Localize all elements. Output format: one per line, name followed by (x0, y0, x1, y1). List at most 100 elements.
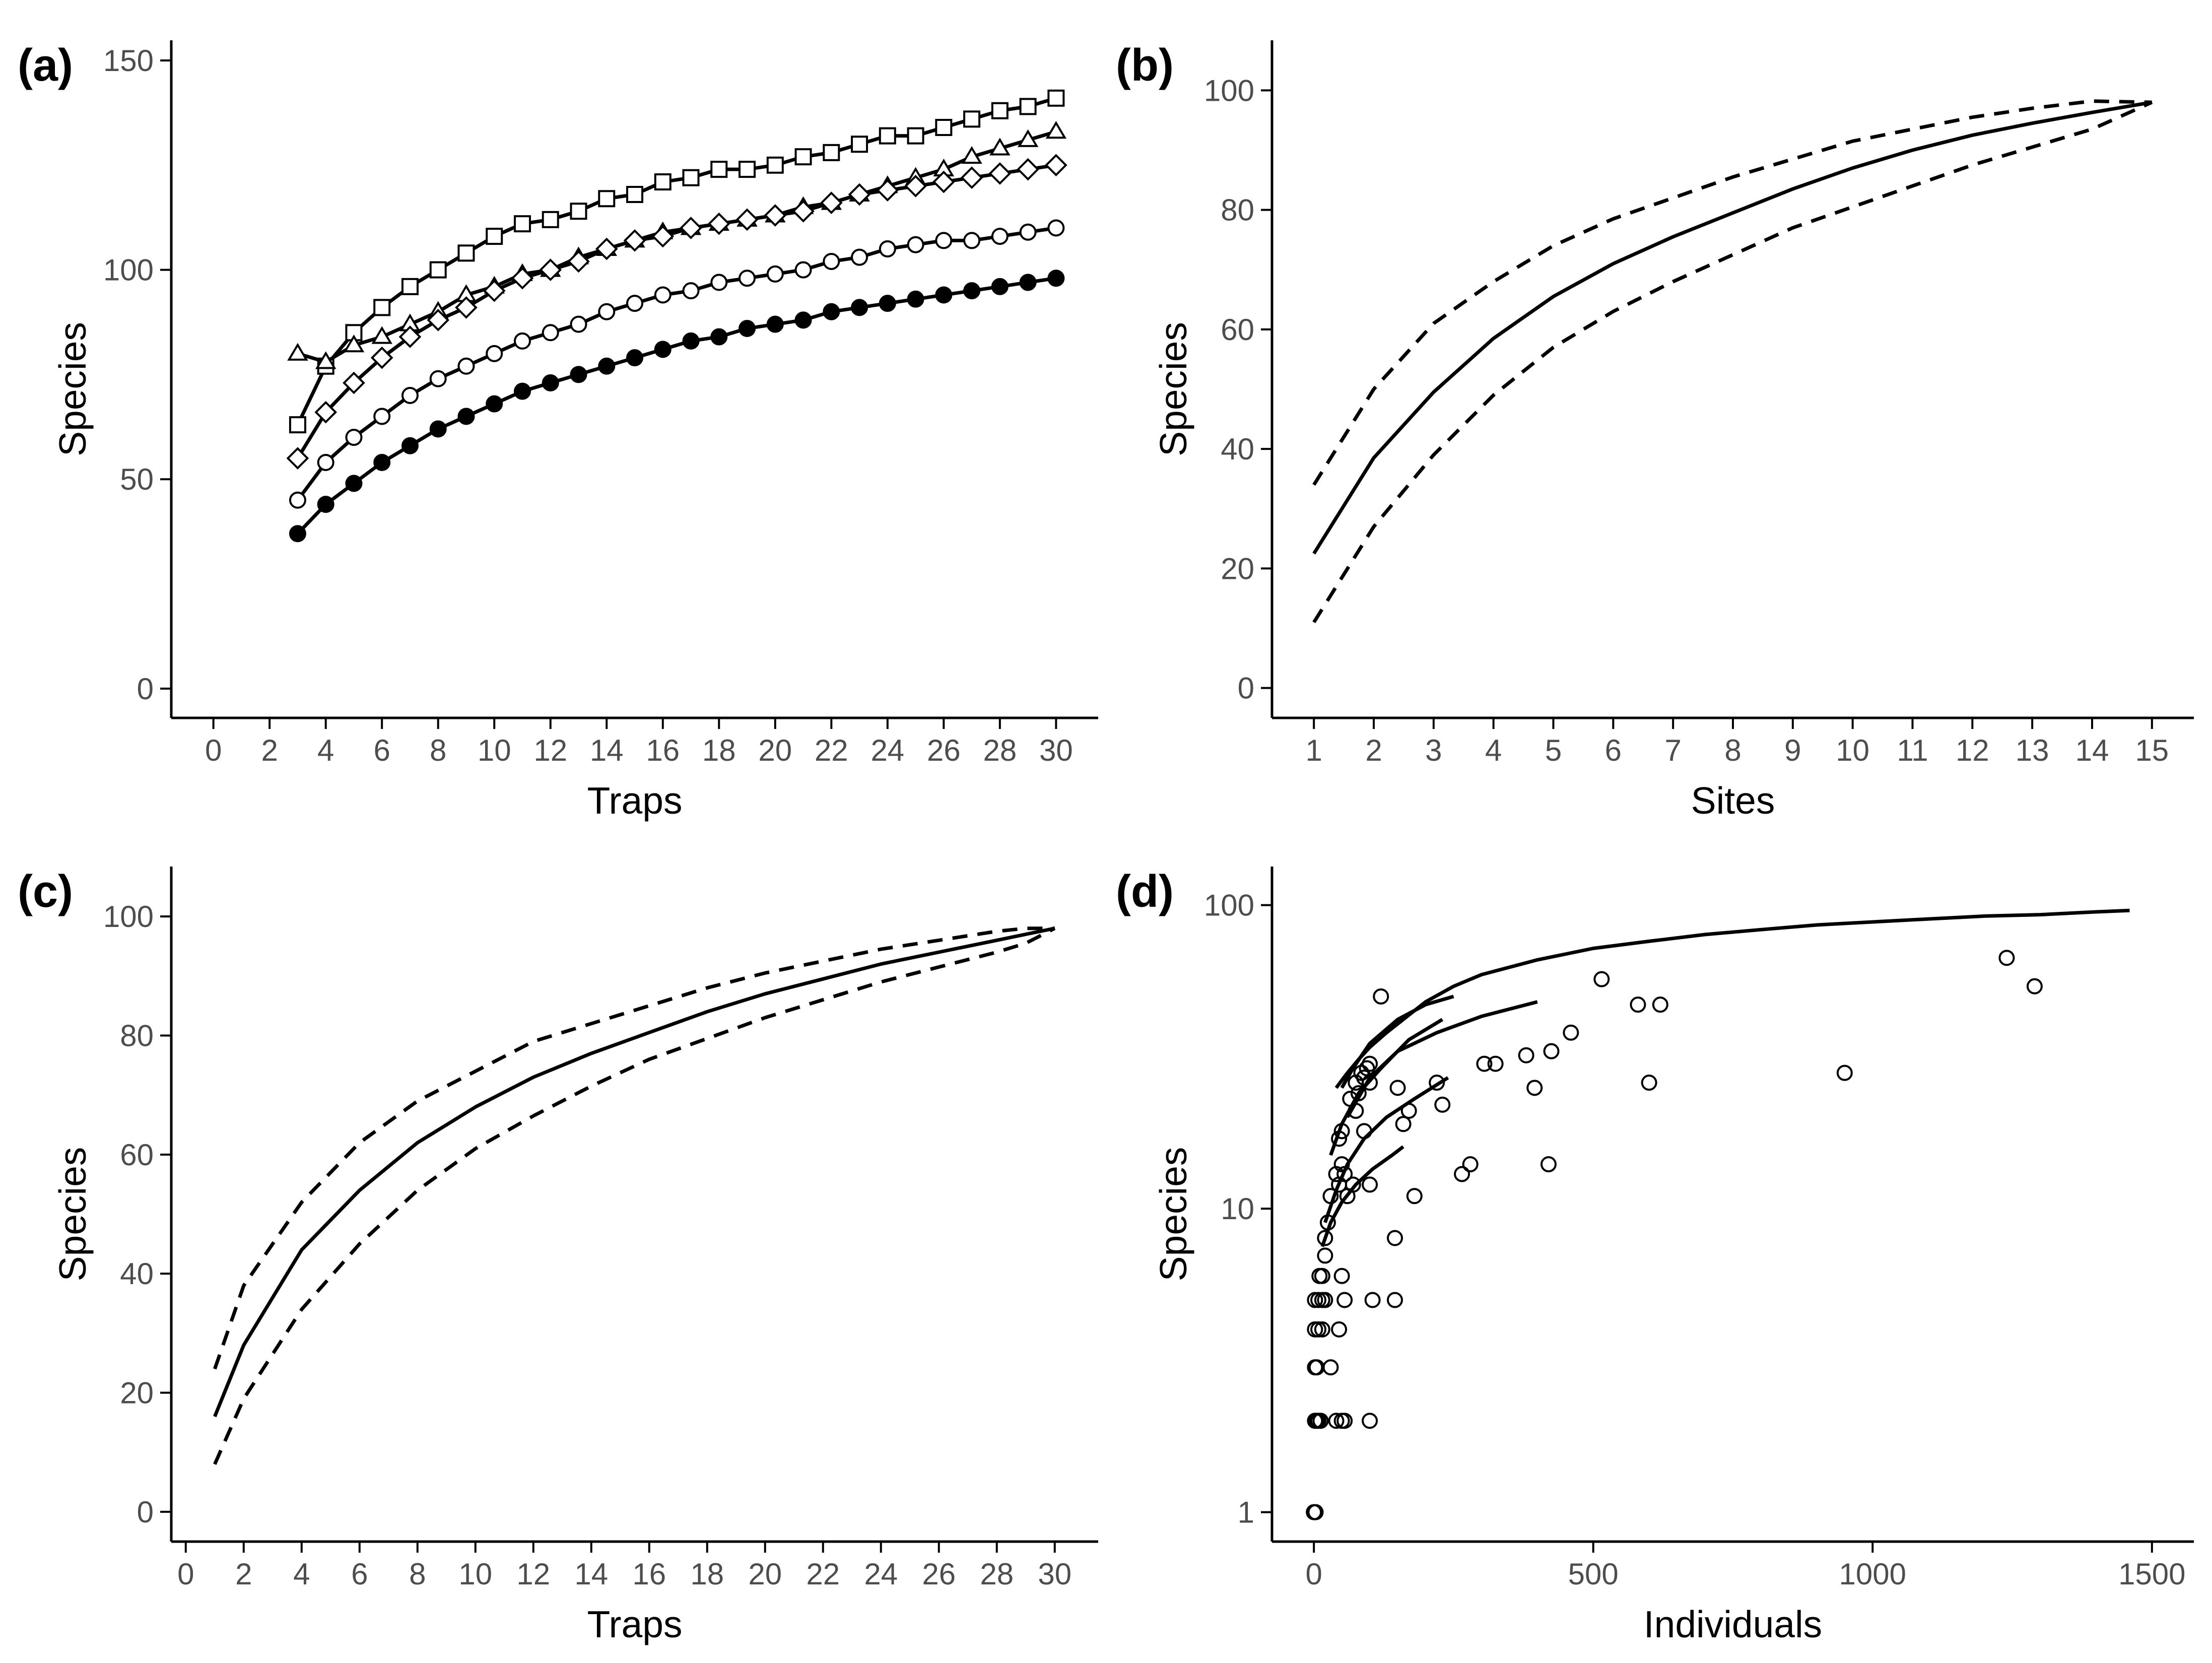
data-point-open-circles (794, 261, 812, 279)
x-tick-label: 28 (983, 734, 1017, 767)
data-point-squares (626, 185, 643, 203)
data-point-open-circles (654, 286, 672, 304)
data-point-diamonds (623, 229, 646, 252)
data-point-diamonds (455, 296, 478, 319)
x-tick-label: 24 (870, 734, 904, 767)
scatter-point (1362, 1413, 1378, 1429)
x-tick-label: 11 (1897, 734, 1928, 767)
y-tick-label: 150 (103, 44, 154, 78)
x-tick-label: 13 (2016, 734, 2049, 767)
data-point-squares (991, 102, 1009, 119)
data-point-filled-circles (1019, 274, 1037, 291)
data-point-diamonds (398, 325, 422, 348)
data-point-open-circles (486, 345, 503, 362)
series-line-lower (1312, 100, 2153, 624)
data-point-open-circles (1019, 223, 1037, 241)
data-point-open-circles (823, 252, 840, 270)
y-tick-label: 60 (1221, 313, 1254, 347)
x-tick-label: 2 (1365, 734, 1382, 767)
data-point-triangles (1017, 129, 1039, 147)
x-axis-title: Traps (587, 779, 683, 822)
data-point-open-circles (963, 232, 981, 249)
data-point-open-circles (598, 303, 616, 320)
data-point-open-circles (542, 324, 559, 342)
x-tick-label: 2 (261, 734, 278, 767)
x-tick-label: 24 (864, 1557, 898, 1591)
data-point-squares (373, 299, 391, 316)
x-tick-label: 22 (806, 1557, 840, 1591)
x-tick-label: 18 (702, 734, 736, 767)
scatter-point (1319, 1214, 1336, 1231)
data-point-filled-circles (542, 374, 559, 392)
panel-b: (b)1 2 3 4 5 6 7 8 9 10 11 12 13 14 15020406080100Site… (1116, 40, 2194, 822)
scatter-point (1333, 1268, 1350, 1284)
y-axis-title: Species (1152, 322, 1194, 456)
scatter-point (1395, 1116, 1412, 1133)
x-tick-label: 20 (748, 1557, 782, 1591)
scatter-point (1630, 996, 1646, 1013)
data-point-open-circles (907, 236, 924, 253)
y-tick-label: 80 (120, 1019, 154, 1052)
x-tick-label: 14 (590, 734, 624, 767)
panel-tag: (c) (18, 867, 73, 917)
scatter-point (1336, 1413, 1353, 1429)
x-axis-title: Individuals (1644, 1603, 1822, 1645)
data-point-triangles (371, 326, 392, 344)
data-point-open-circles (513, 332, 531, 350)
x-tick-label: 30 (1038, 1557, 1071, 1591)
x-tick-label: 10 (458, 1557, 492, 1591)
scatter-point (1331, 1321, 1348, 1338)
data-point-filled-circles (682, 332, 700, 350)
scatter-point (1314, 1268, 1330, 1284)
data-point-diamonds (932, 170, 955, 193)
data-point-open-circles (345, 429, 363, 446)
x-tick-label: 30 (1039, 734, 1073, 767)
data-point-diamonds (988, 162, 1012, 185)
data-point-diamonds (735, 208, 759, 231)
scatter-point (1526, 1080, 1543, 1096)
x-axis-title: Sites (1691, 779, 1775, 822)
data-point-diamonds (539, 258, 562, 281)
y-tick-label: 0 (137, 1495, 154, 1529)
scatter-point (1314, 1321, 1330, 1338)
y-tick-label: 80 (1221, 193, 1254, 227)
scatter-point (1307, 1504, 1324, 1520)
data-point-filled-circles (429, 420, 447, 438)
rarefaction-curve-6 (1320, 1145, 1404, 1247)
data-point-filled-circles (345, 475, 363, 492)
data-point-squares (963, 110, 981, 128)
scatter-point (1322, 1188, 1339, 1205)
data-point-squares (823, 144, 840, 161)
x-tick-label: 26 (922, 1557, 956, 1591)
scatter-point (1317, 1292, 1333, 1308)
data-point-squares (457, 244, 475, 262)
scatter-point (1563, 1024, 1579, 1041)
scatter-point (1387, 1292, 1403, 1308)
x-tick-label: 10 (1836, 734, 1869, 767)
x-tick-label: 3 (1425, 734, 1442, 767)
scatter-point (1540, 1156, 1557, 1173)
data-point-open-circles (739, 270, 756, 287)
y-tick-label: 0 (1238, 672, 1254, 705)
series-line-squares (296, 96, 1057, 426)
scatter-point (1345, 1176, 1361, 1193)
data-point-filled-circles (289, 525, 306, 543)
data-point-squares (654, 173, 672, 191)
x-tick-label: 7 (1664, 734, 1681, 767)
scatter-point (1543, 1043, 1560, 1059)
data-point-squares (486, 228, 503, 245)
x-tick-label: 8 (430, 734, 446, 767)
x-tick-label: 18 (690, 1557, 724, 1591)
data-point-filled-circles (823, 303, 840, 320)
data-point-open-circles (851, 248, 868, 266)
data-point-diamonds (876, 179, 899, 202)
data-point-open-circles (991, 228, 1009, 245)
data-point-filled-circles (963, 282, 981, 300)
data-point-diamonds (567, 250, 590, 273)
data-point-open-circles (682, 282, 700, 300)
x-tick-label: 5 (1545, 734, 1562, 767)
data-point-squares (739, 161, 756, 178)
scatter-point (1328, 1413, 1345, 1429)
y-tick-label: 20 (1221, 552, 1254, 585)
x-tick-label: 26 (927, 734, 961, 767)
